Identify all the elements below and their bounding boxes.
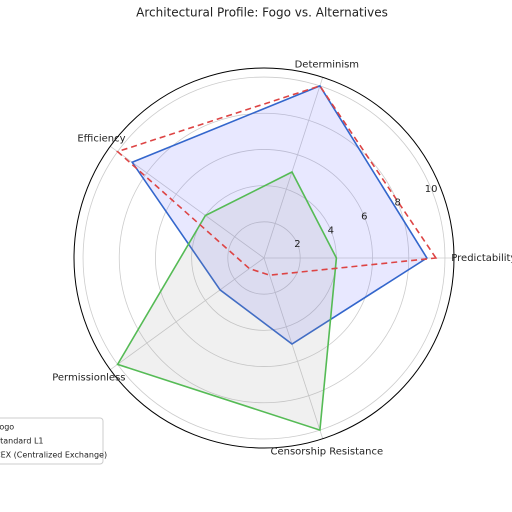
axis-label: Efficiency xyxy=(77,134,125,145)
r-tick-label: 10 xyxy=(425,184,438,195)
r-tick-label: 2 xyxy=(294,239,300,250)
series-area xyxy=(116,170,338,432)
axis-label: Predictability xyxy=(451,253,512,264)
axis-label: Permissionless xyxy=(52,372,125,383)
series-area xyxy=(130,84,428,345)
r-tick-label: 6 xyxy=(361,211,367,222)
spoke xyxy=(263,77,324,259)
r-tick-label: 4 xyxy=(328,225,334,236)
axis-label: Censorship Resistance xyxy=(270,446,383,457)
chart-title: Architectural Profile: Fogo vs. Alternat… xyxy=(136,6,388,20)
legend-label: Fogo xyxy=(0,423,14,432)
axis-label: Determinism xyxy=(295,60,359,71)
spoke xyxy=(110,145,265,259)
r-tick-label: 8 xyxy=(395,198,401,209)
spoke xyxy=(110,257,265,371)
legend-frame xyxy=(0,417,104,465)
spoke xyxy=(263,257,324,439)
legend-label: Standard L1 xyxy=(0,437,43,446)
legend-label: CEX (Centralized Exchange) xyxy=(0,451,107,460)
outer-frame xyxy=(73,67,455,449)
series-area xyxy=(116,84,438,277)
